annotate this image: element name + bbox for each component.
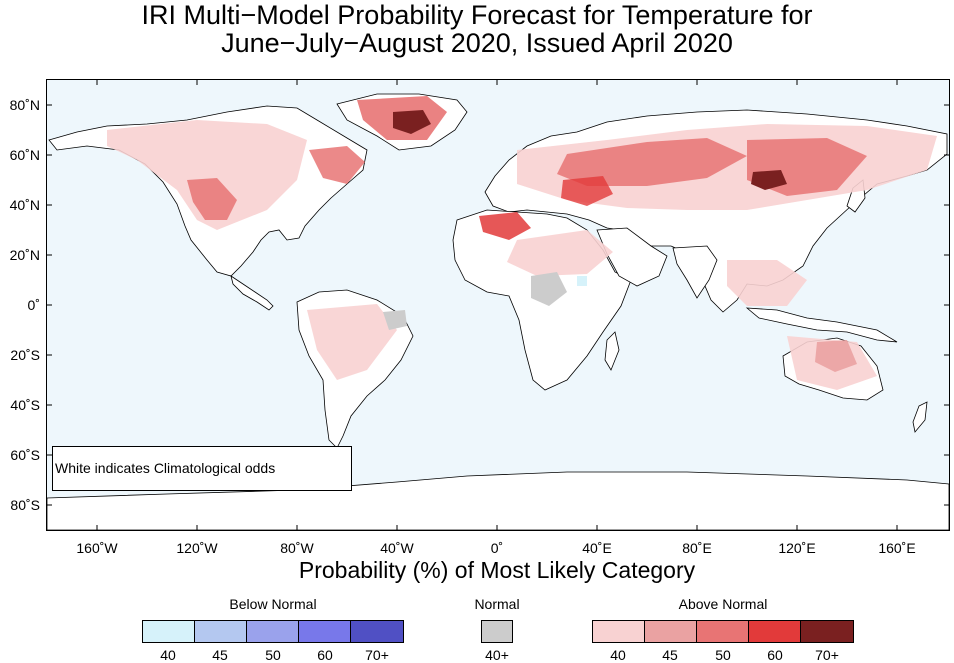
new-zealand-land (912, 401, 928, 433)
swatch-below-60 (299, 621, 351, 642)
label-above-40: 40 (610, 647, 626, 663)
swatch-above-40 (593, 621, 645, 642)
swatch-normal-40 (482, 621, 512, 642)
swatch-above-50 (697, 621, 749, 642)
lon-label-160w: 160˚W (76, 540, 118, 556)
lon-label-120e: 120˚E (778, 540, 816, 556)
label-below-45: 45 (212, 647, 228, 663)
legend-above-normal-scale (592, 620, 854, 643)
legend-title-normal: Normal (474, 596, 520, 612)
lon-label-40w: 40˚W (380, 540, 414, 556)
climatological-odds-note: White indicates Climatological odds (52, 446, 352, 491)
lat-label-80n: 80˚N (9, 97, 40, 113)
label-above-70: 70+ (815, 647, 839, 663)
swatch-above-45 (645, 621, 697, 642)
legend-normal-scale (481, 620, 513, 643)
legend-below-normal-scale (142, 620, 404, 643)
arabia-land (596, 227, 668, 287)
swatch-above-60 (749, 621, 801, 642)
title-line-2: June−July−August 2020, Issued April 2020 (221, 28, 733, 58)
lat-label-20n: 20˚N (9, 247, 40, 263)
label-above-50: 50 (715, 647, 731, 663)
madagascar-land (604, 331, 620, 371)
lat-label-40n: 40˚N (9, 197, 40, 213)
swatch-below-40 (143, 621, 195, 642)
lat-label-eq: 0˚ (27, 297, 40, 313)
label-above-45: 45 (662, 647, 678, 663)
map-ticks (47, 80, 949, 530)
label-below-50: 50 (265, 647, 281, 663)
indonesia-land (745, 307, 898, 343)
swatch-above-70 (801, 621, 853, 642)
label-below-60: 60 (317, 647, 333, 663)
label-above-60: 60 (767, 647, 783, 663)
world-map-svg (47, 80, 949, 530)
swatch-below-45 (195, 621, 247, 642)
title-line-1: IRI Multi−Model Probability Forecast for… (141, 0, 813, 30)
below-normal-shading (577, 276, 587, 286)
label-below-40: 40 (160, 647, 176, 663)
above-normal-shading (107, 96, 937, 390)
legend-axis-label: Probability (%) of Most Likely Category (298, 557, 696, 583)
label-below-70: 70+ (365, 647, 389, 663)
lon-label-80w: 80˚W (280, 540, 314, 556)
lat-label-40s: 40˚S (10, 397, 40, 413)
lat-label-60s: 60˚S (10, 447, 40, 463)
central-america-land (230, 275, 274, 311)
swatch-below-70 (351, 621, 403, 642)
normal-shading (383, 272, 567, 330)
label-normal-40: 40+ (485, 647, 509, 663)
lat-label-80s: 80˚S (10, 497, 40, 513)
lat-label-20s: 20˚S (10, 347, 40, 363)
swatch-below-50 (247, 621, 299, 642)
lon-label-160e: 160˚E (878, 540, 916, 556)
lon-label-40e: 40˚E (582, 540, 612, 556)
lon-label-0: 0˚ (490, 540, 504, 556)
lon-label-80e: 80˚E (682, 540, 712, 556)
india-land (672, 245, 718, 299)
lat-label-60n: 60˚N (9, 147, 40, 163)
legend-title-above-normal: Above Normal (678, 596, 768, 612)
legend-title-below-normal: Below Normal (229, 596, 317, 612)
lon-label-120w: 120˚W (176, 540, 218, 556)
